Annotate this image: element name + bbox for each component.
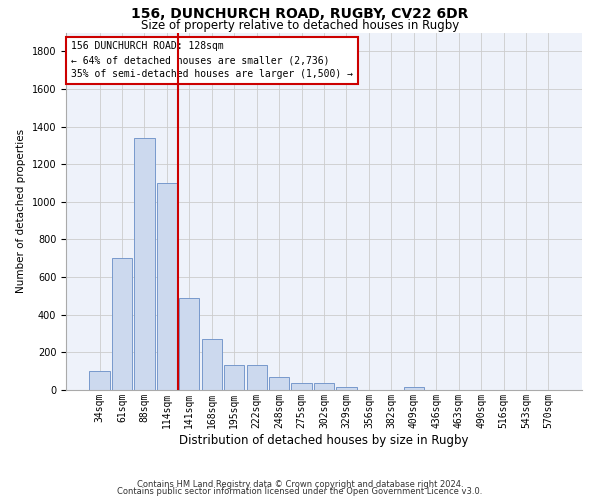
Bar <box>179 298 199 390</box>
Text: 156, DUNCHURCH ROAD, RUGBY, CV22 6DR: 156, DUNCHURCH ROAD, RUGBY, CV22 6DR <box>131 8 469 22</box>
Bar <box>134 138 155 390</box>
Text: Size of property relative to detached houses in Rugby: Size of property relative to detached ho… <box>141 18 459 32</box>
X-axis label: Distribution of detached houses by size in Rugby: Distribution of detached houses by size … <box>179 434 469 446</box>
Bar <box>157 183 177 390</box>
Bar <box>224 364 244 390</box>
Text: 156 DUNCHURCH ROAD: 128sqm
← 64% of detached houses are smaller (2,736)
35% of s: 156 DUNCHURCH ROAD: 128sqm ← 64% of deta… <box>71 42 353 80</box>
Bar <box>404 387 424 390</box>
Y-axis label: Number of detached properties: Number of detached properties <box>16 129 26 294</box>
Bar <box>112 258 132 390</box>
Bar <box>292 384 311 390</box>
Bar <box>247 364 267 390</box>
Bar <box>89 371 110 390</box>
Bar <box>337 387 356 390</box>
Text: Contains HM Land Registry data © Crown copyright and database right 2024.: Contains HM Land Registry data © Crown c… <box>137 480 463 489</box>
Text: Contains public sector information licensed under the Open Government Licence v3: Contains public sector information licen… <box>118 488 482 496</box>
Bar <box>314 384 334 390</box>
Bar <box>202 339 222 390</box>
Bar <box>269 377 289 390</box>
